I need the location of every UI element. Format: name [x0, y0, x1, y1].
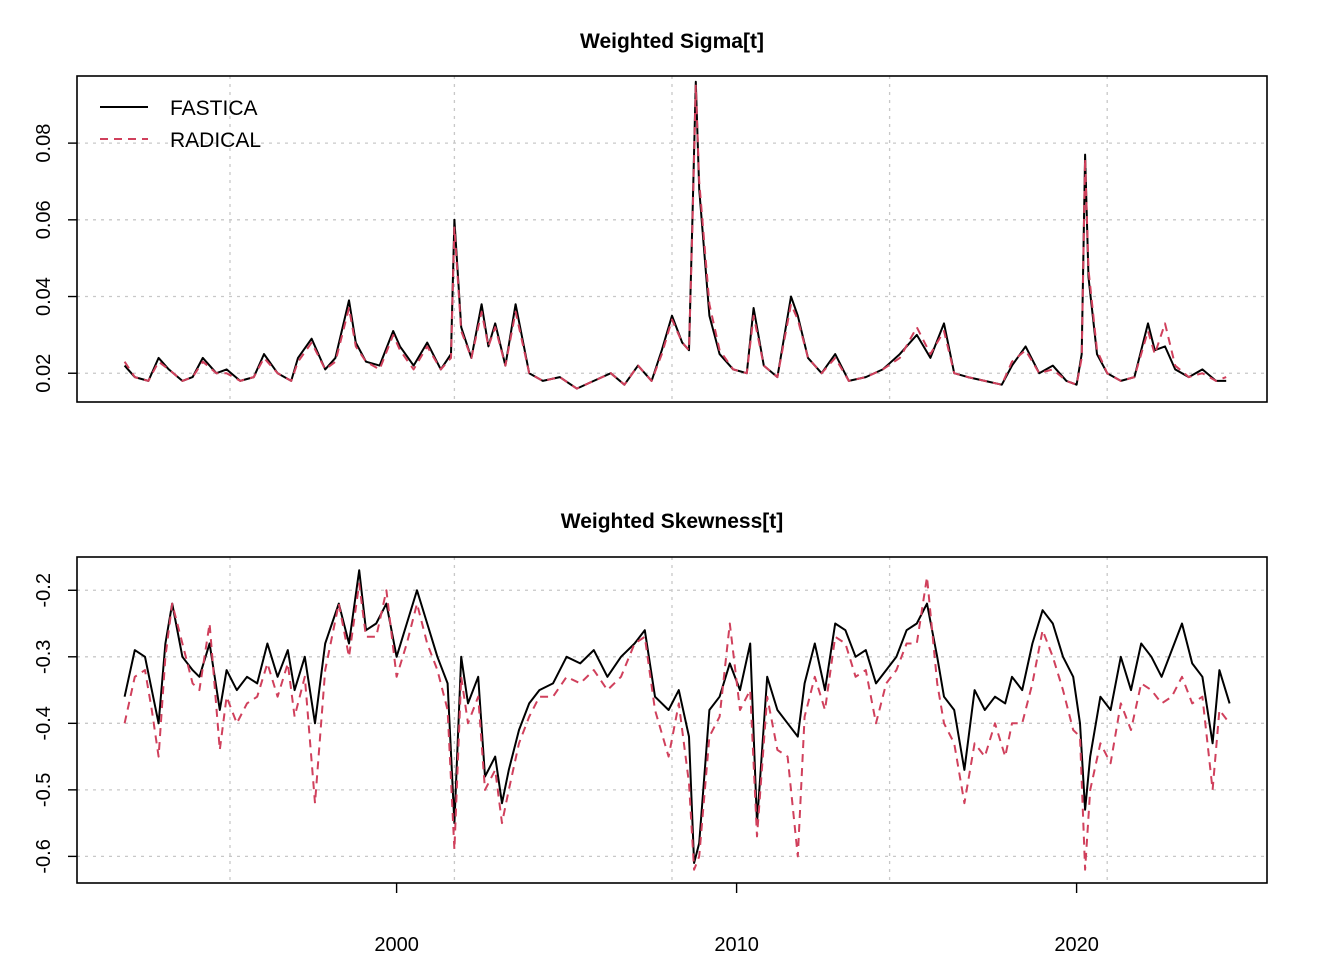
series-line-fastica: [123, 80, 1227, 390]
y-tick-label: 0.08: [33, 124, 55, 163]
sigma-grid: [77, 76, 1267, 402]
x-tick-label: 2000: [374, 934, 419, 956]
y-tick-label: 0.04: [33, 277, 55, 316]
skewness-grid: [77, 557, 1267, 883]
x-tick-label: 2010: [714, 934, 759, 956]
series-line-radical: [123, 84, 1227, 390]
skewness-y-axis: -0.6 -0.5 -0.4 -0.3 -0.2: [33, 573, 77, 874]
skewness-x-axis: 2000 2010 2020: [374, 883, 1099, 956]
y-tick-label: 0.06: [33, 200, 55, 239]
skewness-series: [123, 569, 1231, 871]
y-tick-label: -0.5: [33, 773, 55, 807]
y-tick-label: -0.3: [33, 640, 55, 674]
skewness-title: Weighted Skewness[t]: [561, 510, 784, 533]
skewness-panel: Weighted Skewness[t] -0.6-0.5-0.4-0.3-0.…: [33, 510, 1268, 956]
legend-label-radical: RADICAL: [170, 129, 261, 152]
sigma-legend: FASTICA RADICAL: [100, 97, 261, 152]
sigma-y-axis: 0.02 0.04 0.06 0.08: [33, 124, 77, 393]
y-tick-label: -0.6: [33, 839, 55, 873]
x-tick-label: 2020: [1054, 934, 1099, 956]
y-tick-label: 0.02: [33, 354, 55, 393]
legend-label-fastica: FASTICA: [170, 97, 258, 120]
series-line-fastica: [123, 569, 1231, 864]
y-tick-label: -0.2: [33, 573, 55, 607]
series-line-radical: [123, 576, 1231, 871]
skewness-plot-frame: [76, 556, 1268, 884]
sigma-plot-frame: [76, 75, 1268, 403]
sigma-series: [123, 80, 1227, 390]
sigma-panel: Weighted Sigma[t] 0.02 0.04 0.06 0.08 FASTI…: [33, 30, 1268, 403]
y-tick-label: -0.4: [33, 706, 55, 740]
sigma-title: Weighted Sigma[t]: [580, 30, 764, 53]
